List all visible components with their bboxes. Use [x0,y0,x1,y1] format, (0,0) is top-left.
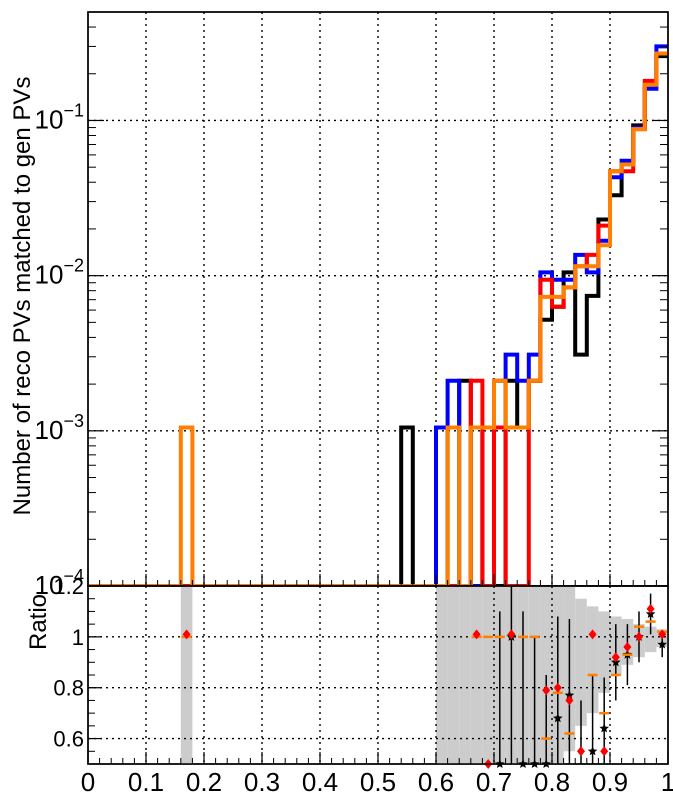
x-tick-label: 0.7 [476,767,512,794]
upper-histograms [88,44,668,588]
ratio-point-diamond [542,685,551,696]
ratio-point-diamond [600,746,609,757]
uncertainty-band-bin [586,606,599,714]
x-tick-label: 0 [81,767,95,794]
upper-frame [87,11,669,587]
ratio-points [181,586,668,769]
ratio-y-tick-label: 0.6 [53,727,84,752]
uncertainty-band-bin [470,586,483,764]
x-tick-label: 0.6 [418,767,454,794]
uncertainty-band-bin [447,586,460,764]
ratio-point-diamond [553,682,562,693]
x-tick-label: 1 [661,767,673,794]
ratio-point-star [599,723,609,733]
x-tick-label: 0.5 [360,767,396,794]
ratio-point-diamond [646,603,655,614]
ratio-point-star [657,639,667,649]
ratio-point-star [553,713,563,723]
upper-panel: 10−1 10−2 10−3 10−4 Number of reco PVs matc… [9,11,669,600]
ratio-point-diamond [588,629,597,640]
x-tick-label: 0.8 [534,767,570,794]
ratio-point-diamond [658,629,667,640]
uncertainty-band-bin [575,598,587,726]
uncertainty-band-bin [459,586,471,764]
uncertainty-band-bin [482,586,494,764]
y-tick-label: 10−3 [35,411,84,445]
ratio-frame-outline [87,585,669,765]
ratio-axes: 0 0.1 0.2 0.3 0.4 0.5 0.6 0.7 0.8 0.9 1 1.2 1 0.8 0.6 [53,574,673,794]
uncertainty-band-bin [180,586,193,764]
ratio-point-diamond [577,746,585,757]
ratio-point-diamond [565,695,574,706]
upper-y-axis-label: Number of reco PVs matched to gen PVs [9,77,36,516]
y-tick-label: 10−2 [35,256,84,290]
ratio-point-diamond [182,629,191,640]
ratio-y-tick-label: 1.2 [53,574,84,599]
x-tick-label: 0.4 [302,767,338,794]
ratio-point-star [564,690,575,700]
y-tick-label: 10−1 [35,100,84,134]
uncertainty-band-bin [644,626,657,653]
ratio-y-axis-label: Ratio [25,594,52,650]
uncertainty-band-bin [436,586,448,764]
x-tick-label: 0.2 [186,767,222,794]
ratio-point-diamond [507,629,516,640]
x-tick-label: 0.9 [592,767,628,794]
uncertainty-band-bin [598,611,610,693]
histogram-series-line [88,51,668,588]
ratio-point-diamond [635,631,643,642]
ratio-y-tick-label: 0.8 [53,676,84,701]
y-tick-label: 10−4 [35,566,84,600]
ratio-point-diamond [611,652,620,663]
x-tick-label: 0.3 [244,767,280,794]
ratio-panel: 0 0.1 0.2 0.3 0.4 0.5 0.6 0.7 0.8 0.9 11.210.80.6 … [25,574,673,794]
upper-grid [88,12,668,586]
x-tick-label: 0.1 [128,767,164,794]
ratio-y-tick-label: 1 [72,625,84,650]
ratio-point-diamond [623,642,632,653]
ratio-point-diamond [472,629,481,640]
ratio-point-star [587,746,598,756]
